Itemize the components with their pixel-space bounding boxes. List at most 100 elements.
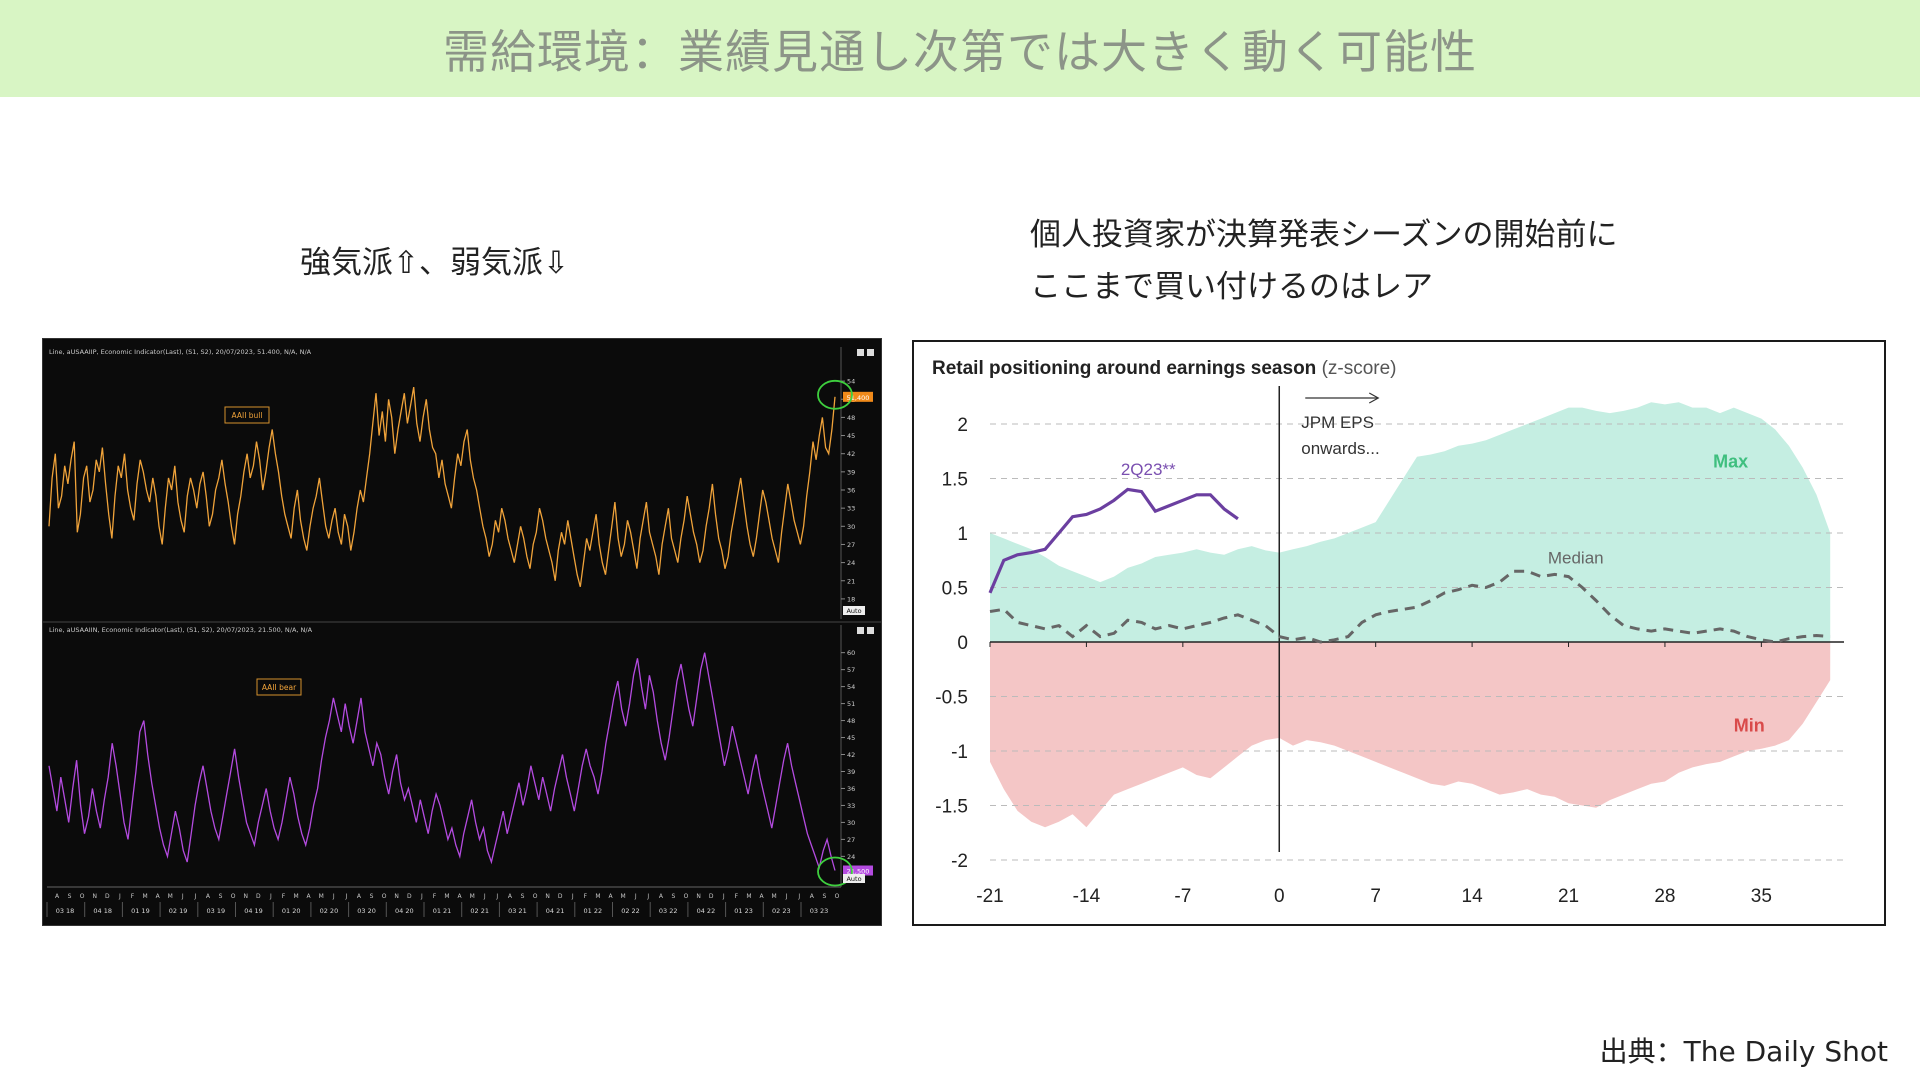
x-month-tick-label: N bbox=[243, 893, 248, 900]
bear-legend-box bbox=[256, 678, 302, 696]
x-month-tick-label: M bbox=[293, 893, 298, 900]
bear-window-button bbox=[857, 627, 864, 634]
x-month-tick-label: A bbox=[810, 893, 815, 900]
page-title: 需給環境：業績見通し次第では大きく動く可能性 bbox=[443, 24, 1477, 79]
median-line bbox=[989, 569, 1831, 644]
x-month-tick-label: J bbox=[269, 893, 272, 900]
bull-window-button bbox=[857, 349, 864, 356]
x-month-tick-label: O bbox=[231, 893, 236, 900]
x-month-tick-label: M bbox=[470, 893, 475, 900]
q223-label: 2Q23** bbox=[1121, 460, 1176, 479]
x-month-tick-label: J bbox=[722, 893, 725, 900]
title-bar: 需給環境：業績見通し次第では大きく動く可能性 bbox=[0, 0, 1920, 97]
x-month-tick-label: N bbox=[394, 893, 399, 900]
bull-y-tick-label: 36 bbox=[847, 487, 855, 495]
x-quarter-label: 03 23 bbox=[810, 907, 829, 915]
left-chart-caption: 強気派⇧、弱気派⇩ bbox=[300, 245, 569, 281]
x-month-tick-label: S bbox=[521, 893, 525, 900]
annotation-line1: JPM EPS bbox=[1301, 413, 1374, 432]
x-month-tick-label: O bbox=[684, 893, 689, 900]
x-quarter-label: 02 21 bbox=[470, 907, 489, 915]
bull-legend-label: AAII bull bbox=[232, 411, 263, 420]
bear-close-button bbox=[867, 627, 874, 634]
q223-line bbox=[988, 487, 1239, 594]
x-month-tick-label: J bbox=[118, 893, 121, 900]
x-month-tick-label: J bbox=[332, 893, 335, 900]
x-month-tick-label: A bbox=[357, 893, 362, 900]
x-month-tick-label: F bbox=[735, 893, 739, 900]
x-month-tick-label: J bbox=[571, 893, 574, 900]
min-label: Min bbox=[1734, 715, 1765, 735]
x-month-tick-label: M bbox=[595, 893, 600, 900]
x-month-tick-label: D bbox=[407, 893, 412, 900]
x-month-tick-label: O bbox=[533, 893, 538, 900]
x-month-tick-label: M bbox=[319, 893, 324, 900]
x-quarter-label: 04 21 bbox=[546, 907, 565, 915]
x-quarter-label: 02 20 bbox=[320, 907, 339, 915]
x-quarter-label: 04 22 bbox=[697, 907, 716, 915]
x-month-tick-label: J bbox=[483, 893, 486, 900]
bull-y-tick-label: 18 bbox=[847, 595, 855, 603]
source-credit: 出典：The Daily Shot bbox=[1599, 1035, 1888, 1068]
bull-y-tick-label: 39 bbox=[847, 468, 855, 476]
x-month-tick-label: J bbox=[420, 893, 423, 900]
chart-title-main: Retail positioning around earnings seaso… bbox=[932, 358, 1322, 379]
x-quarter-label: 04 18 bbox=[93, 907, 112, 915]
x-tick-label: -7 bbox=[1174, 886, 1191, 907]
x-quarter-label: 01 22 bbox=[583, 907, 602, 915]
x-month-tick-label: D bbox=[256, 893, 261, 900]
x-quarter-label: 04 19 bbox=[244, 907, 263, 915]
x-month-tick-label: A bbox=[508, 893, 513, 900]
bull-y-tick-label: 21 bbox=[847, 577, 855, 585]
bear-legend-label: AAII bear bbox=[262, 683, 297, 692]
x-quarter-label: 03 18 bbox=[56, 907, 75, 915]
x-month-tick-label: M bbox=[746, 893, 751, 900]
x-month-tick-label: A bbox=[659, 893, 664, 900]
x-quarter-label: 02 23 bbox=[772, 907, 791, 915]
x-tick-label: 0 bbox=[1274, 886, 1285, 907]
right-caption-line1: 個人投資家が決算発表シーズンの開始前に bbox=[1030, 217, 1618, 253]
bear-y-tick-label: 51 bbox=[847, 700, 855, 708]
x-month-tick-label: S bbox=[370, 893, 374, 900]
y-tick-label: -1 bbox=[951, 742, 968, 763]
x-tick-label: -21 bbox=[976, 886, 1003, 907]
bear-y-tick-label: 45 bbox=[847, 734, 855, 742]
x-quarter-label: 03 20 bbox=[357, 907, 376, 915]
y-tick-label: 1.5 bbox=[942, 470, 968, 491]
x-month-tick-label: J bbox=[797, 893, 800, 900]
x-month-tick-label: F bbox=[282, 893, 286, 900]
x-month-tick-label: J bbox=[646, 893, 649, 900]
bear-y-tick-label: 27 bbox=[847, 836, 855, 844]
x-tick-label: 14 bbox=[1462, 886, 1484, 907]
right-chart-caption: 個人投資家が決算発表シーズンの開始前に ここまで買い付けるのはレア bbox=[1030, 209, 1617, 313]
retail-positioning-panel: Retail positioning around earnings seaso… bbox=[912, 340, 1886, 926]
bear-y-tick-label: 57 bbox=[847, 666, 855, 674]
right-caption-line2: ここまで買い付けるのはレア bbox=[1030, 269, 1433, 305]
x-quarter-label: 02 22 bbox=[621, 907, 640, 915]
x-month-tick-label: J bbox=[344, 893, 347, 900]
x-quarter-label: 04 20 bbox=[395, 907, 414, 915]
max-label: Max bbox=[1713, 452, 1748, 472]
bull-y-tick-label: 54 bbox=[847, 378, 855, 386]
chart-title-note: (z-score) bbox=[1322, 358, 1397, 379]
bull-series-line bbox=[48, 386, 836, 587]
bull-auto-label: Auto bbox=[846, 607, 861, 615]
bear-last-value-badge bbox=[843, 865, 873, 876]
x-month-tick-label: D bbox=[709, 893, 714, 900]
x-tick-label: 28 bbox=[1654, 886, 1675, 907]
median-label: Median bbox=[1548, 549, 1604, 568]
x-month-tick-label: M bbox=[621, 893, 626, 900]
bull-highlight-circle bbox=[817, 379, 853, 410]
x-month-tick-label: A bbox=[307, 893, 312, 900]
y-tick-label: -2 bbox=[951, 851, 968, 872]
x-month-tick-label: A bbox=[55, 893, 60, 900]
annotation-line2: onwards... bbox=[1301, 439, 1379, 458]
bear-auto-label: Auto bbox=[846, 875, 861, 883]
x-quarter-label: 02 19 bbox=[169, 907, 188, 915]
bull-y-tick-label: 48 bbox=[847, 414, 855, 422]
x-month-tick-label: S bbox=[68, 893, 72, 900]
x-quarter-label: 03 22 bbox=[659, 907, 678, 915]
x-month-tick-label: O bbox=[382, 893, 387, 900]
bull-y-tick-label: 24 bbox=[847, 559, 855, 567]
aaii-sentiment-panel: Line, aUSAAIIP, Economic Indicator(Last)… bbox=[42, 338, 882, 926]
